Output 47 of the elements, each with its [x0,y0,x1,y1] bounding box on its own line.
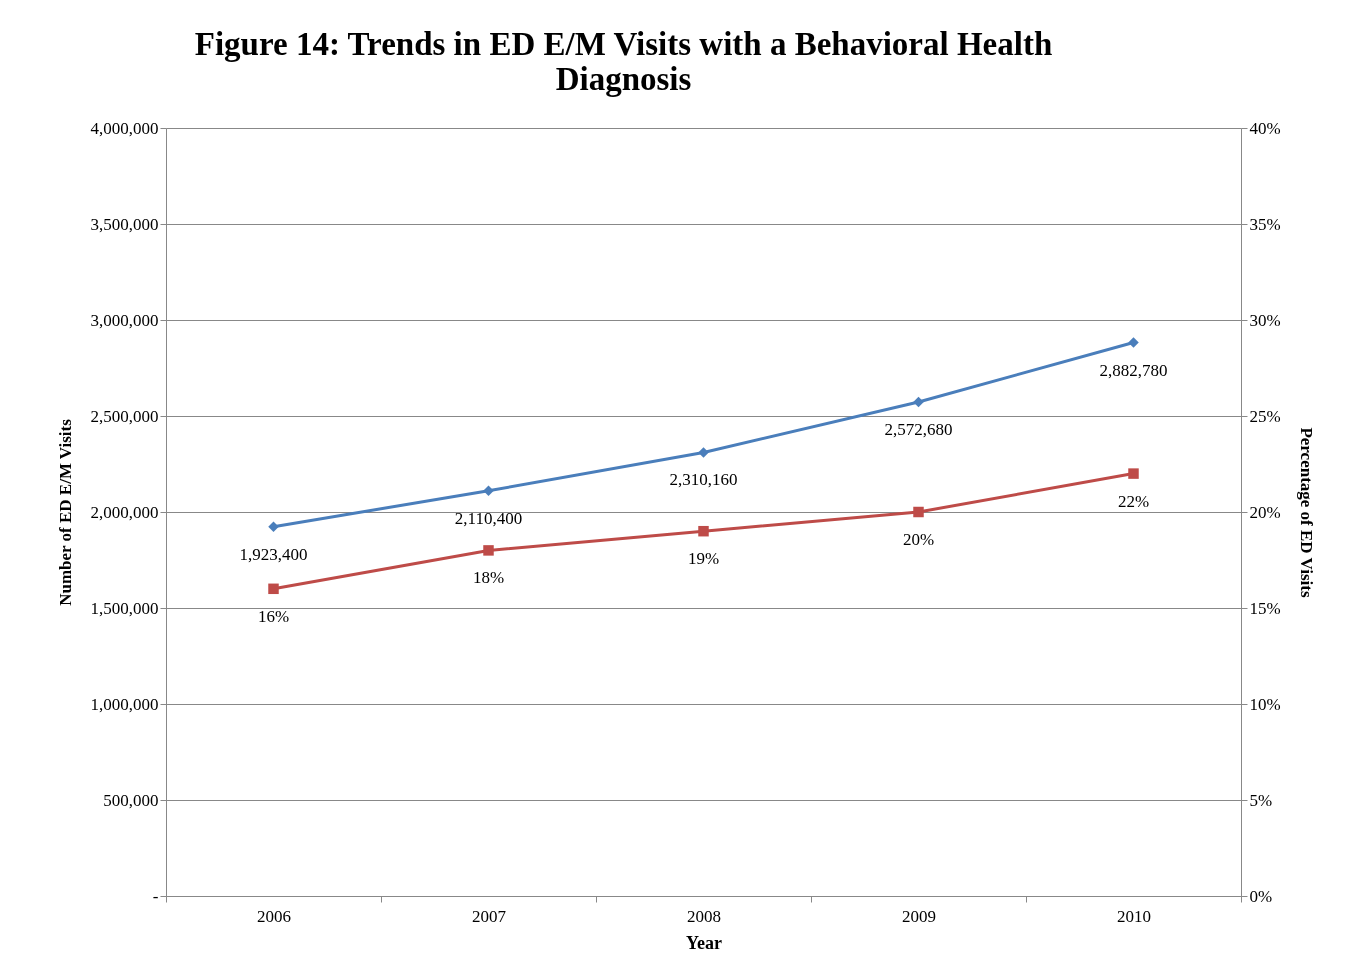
point [913,506,924,518]
data-label: 2,882,780 [1099,360,1168,380]
y2-tick-label: 10% [1249,694,1281,714]
y2-tick-label: 35% [1249,214,1281,234]
y2-tick-label: 25% [1249,406,1281,426]
y-tick-label: 4,000,000 [90,118,159,138]
point [698,447,709,458]
y-tick-label: 2,500,000 [90,406,159,426]
y-tick-label: - [152,886,159,906]
y2-tick-label: 20% [1249,502,1281,522]
x-axis-title: Year [686,932,722,953]
data-label: 1,923,400 [239,544,308,564]
data-label: 20% [902,530,935,549]
point [268,521,279,532]
point [1128,468,1139,479]
x-tick-label: 2007 [472,906,507,926]
y2-tick-label: 5% [1249,790,1273,810]
x-tick-label: 2008 [687,906,721,926]
y2-axis-title: Percentage of ED Visits [1296,427,1316,598]
y-tick-label: 2,000,000 [90,502,159,522]
x-tick-label: 2010 [1117,906,1151,926]
point [913,396,924,408]
x-tick-label: 2009 [902,906,936,926]
point [698,525,709,537]
data-label: 2,310,160 [669,470,738,490]
data-label: 2,110,400 [454,508,523,528]
y-tick-label: 500,000 [103,790,159,810]
data-label: 16% [257,606,290,626]
y-axis-title: Number of ED E/M Visits [55,418,75,606]
chart-title: Figure 14: Trends in ED E/M Visits with a Behavioral Health Diagnosis [194,26,1053,97]
data-label: 22% [1117,491,1150,511]
x-tick-label: 2006 [257,906,291,926]
y-tick-label: 1,500,000 [90,598,159,618]
y2-tick-label: 0% [1249,886,1273,906]
point [268,583,279,595]
y-tick-label: 1,000,000 [90,694,159,714]
y2-tick-label: 30% [1249,310,1281,330]
y2-tick-label: 15% [1249,598,1281,618]
point [483,545,494,556]
data-label: 19% [687,549,720,569]
data-label: 18% [472,568,505,588]
y2-tick-label: 40% [1249,118,1281,138]
point [483,485,494,497]
data-label: 2,572,680 [884,420,953,440]
y-tick-label: 3,000,000 [90,310,159,330]
point [1128,337,1139,348]
y-tick-label: 3,500,000 [90,214,159,234]
